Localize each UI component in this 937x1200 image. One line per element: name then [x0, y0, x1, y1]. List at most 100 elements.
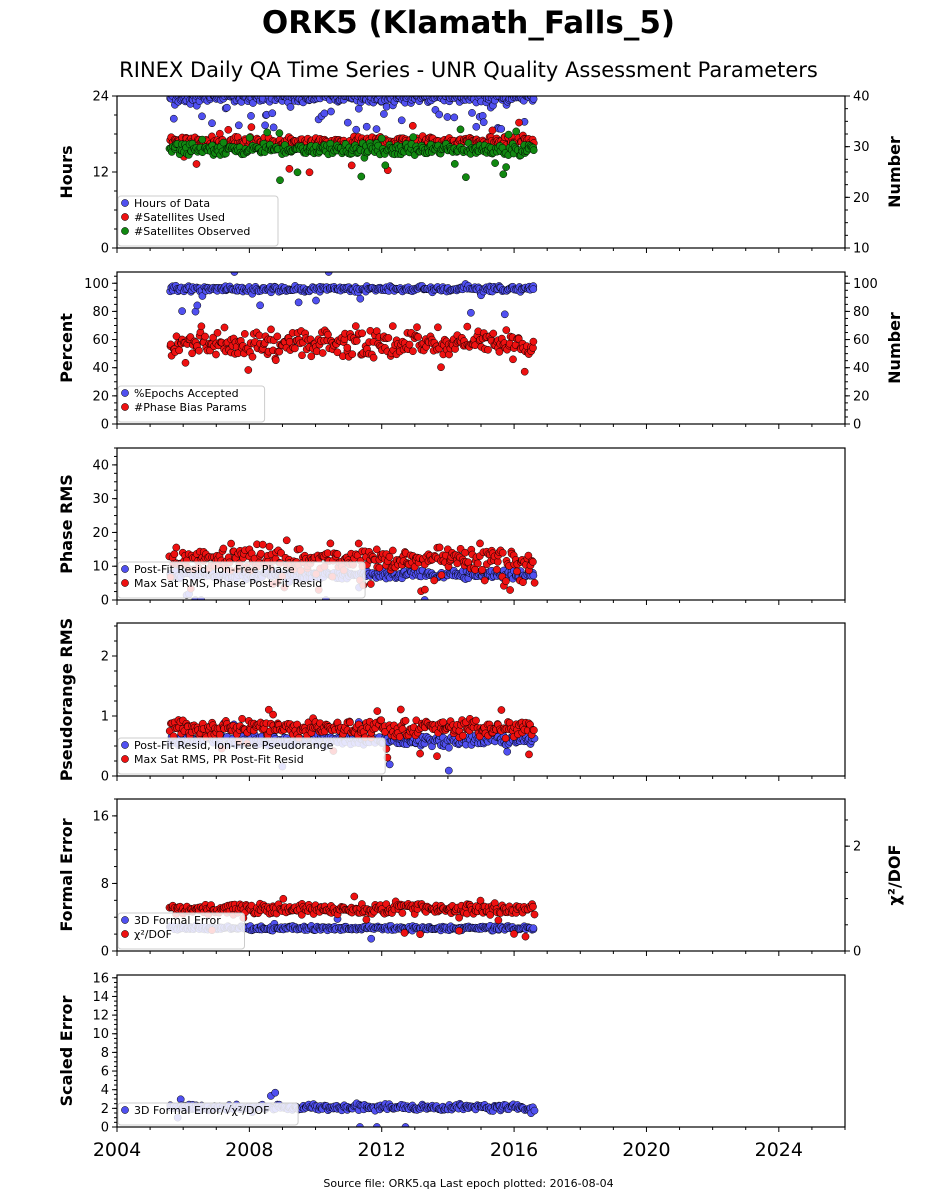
- data-point: [305, 168, 314, 177]
- data-point: [530, 1106, 539, 1115]
- data-point: [170, 550, 179, 558]
- data-point: [273, 332, 282, 341]
- legend-box: [117, 912, 245, 950]
- y-tick-label-right: 40: [853, 361, 870, 376]
- data-point: [248, 352, 257, 361]
- data-point: [524, 551, 533, 560]
- y-tick-label: 0: [101, 242, 109, 257]
- data-point: [178, 307, 186, 315]
- data-point: [380, 110, 388, 118]
- chart-footer: Source file: ORK5.qa Last epoch plotted:…: [323, 1177, 614, 1190]
- data-point: [525, 750, 533, 759]
- y-axis-label: Phase RMS: [57, 474, 76, 574]
- data-point: [219, 544, 228, 553]
- data-point: [502, 163, 510, 171]
- data-point: [224, 125, 233, 134]
- data-point: [356, 294, 365, 303]
- y-tick-label: 24: [92, 90, 109, 105]
- legend-marker: [121, 565, 129, 573]
- panel-scaled-error: 0 2 4 6 8 10 12 14 16 Scaled Error 3D Formal Error…: [57, 971, 846, 1136]
- data-point: [529, 96, 538, 103]
- data-point: [256, 301, 264, 310]
- data-point: [333, 550, 342, 558]
- legend: 3D Formal Error/√χ²/DOF: [117, 1102, 299, 1126]
- legend-label: #Satellites Observed: [134, 225, 250, 238]
- y-tick-label: 60: [92, 333, 109, 348]
- data-point: [343, 118, 352, 127]
- data-point: [295, 545, 304, 553]
- data-point: [472, 122, 481, 131]
- data-point: [529, 571, 538, 580]
- data-point: [497, 706, 506, 714]
- data-point: [430, 576, 439, 585]
- data-point: [169, 114, 178, 123]
- data-point: [197, 322, 206, 331]
- legend-marker: [121, 1106, 129, 1114]
- data-point: [367, 934, 376, 943]
- data-point: [489, 329, 498, 338]
- x-tick-label: 2008: [225, 1139, 273, 1161]
- data-point: [269, 123, 278, 132]
- data-point: [420, 596, 429, 600]
- data-point: [324, 272, 333, 276]
- data-point: [473, 559, 482, 568]
- data-point: [398, 909, 407, 917]
- data-point: [463, 322, 472, 331]
- y-tick-label-right: 60: [853, 333, 870, 348]
- data-point: [277, 549, 285, 557]
- data-point: [492, 565, 501, 574]
- data-point: [346, 718, 354, 727]
- legend-label: #Phase Bias Params: [134, 401, 247, 414]
- x-tick-label: 2020: [622, 1139, 670, 1161]
- legend-label: Hours of Data: [134, 197, 210, 210]
- data-point: [530, 578, 539, 587]
- data-point: [414, 333, 423, 341]
- data-point: [357, 172, 366, 181]
- data-point: [279, 894, 288, 903]
- data-point: [491, 159, 499, 167]
- data-point: [238, 714, 246, 723]
- data-point: [462, 173, 470, 182]
- data-point: [220, 323, 229, 332]
- y-tick-label: 0: [101, 418, 109, 433]
- data-point: [372, 545, 381, 554]
- data-point: [388, 322, 397, 330]
- data-point: [512, 127, 521, 136]
- data-point: [476, 539, 484, 548]
- data-point: [267, 325, 275, 334]
- data-point: [409, 133, 418, 141]
- data-point: [244, 366, 253, 374]
- data-point: [230, 272, 239, 276]
- legend-marker: [121, 227, 129, 235]
- data-point: [343, 343, 352, 352]
- data-point: [172, 543, 181, 552]
- panel-pseudorange-rms: 0 1 2 Pseudorange RMS Post-Fit Resid, Ion-Fr…: [57, 618, 846, 785]
- data-point: [397, 116, 406, 125]
- y-tick-label: 4: [101, 1083, 109, 1098]
- data-point: [307, 352, 316, 361]
- legend-label: Post-Fit Resid, Ion-Free Phase: [134, 563, 295, 576]
- data-point: [515, 118, 523, 127]
- data-point: [175, 346, 184, 355]
- y-tick-label-right: 0: [853, 945, 861, 960]
- data-point: [271, 1088, 280, 1097]
- data-point: [212, 350, 220, 359]
- data-point: [478, 111, 487, 120]
- data-point: [195, 346, 203, 355]
- data-point: [264, 705, 273, 714]
- data-point: [495, 348, 504, 356]
- y-axis-label-right: Number: [885, 312, 904, 384]
- legend-marker: [121, 755, 129, 763]
- data-point: [388, 546, 397, 555]
- y-tick-label-right: 80: [853, 305, 870, 320]
- data-point: [193, 301, 202, 310]
- data-point: [375, 563, 384, 572]
- data-point: [326, 539, 335, 548]
- data-point: [502, 577, 510, 586]
- legend: %Epochs Accepted#Phase Bias Params: [117, 385, 266, 423]
- y-tick-label: 12: [92, 166, 109, 181]
- data-point: [352, 337, 361, 345]
- data-point: [472, 716, 480, 725]
- y-axis-label-right: Number: [885, 136, 904, 208]
